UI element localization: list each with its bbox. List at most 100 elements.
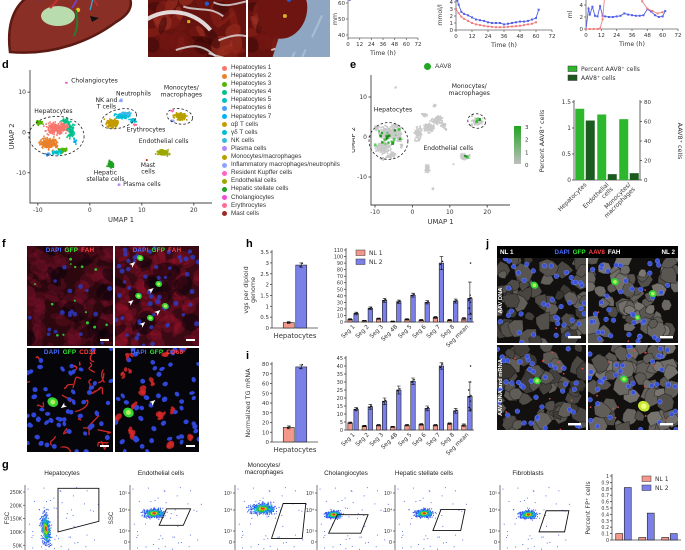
stain-label: DAPI [45,247,62,254]
legend-item: Hepatocytes 7 [222,113,348,121]
legend-dot [222,162,227,168]
legend-dot [222,138,227,144]
aav8-bar-chart [534,62,685,228]
surgical-photo-left [148,0,246,57]
stain-label: CD31 [79,349,97,356]
flow-plot-fibroblasts [482,483,574,550]
flow-title-monocytes: Monocytes/ macrophages [244,462,284,476]
stain-label: DAPI [43,349,60,356]
stain-label: GFP [151,247,166,254]
legend-item: γδ T cells [222,129,348,137]
legend-item: Cholangiocytes [222,194,348,202]
legend-label: Endothelial cells [231,177,277,185]
legend-item: Hepatocytes 5 [222,96,348,104]
stain-label: FAH [81,247,95,254]
surgical-photo-right [248,0,330,57]
legend-dot [222,81,227,87]
legend-dot [222,122,227,128]
stain-label: AAV8 [588,248,605,256]
legend-label: Hepatocytes 2 [231,72,272,80]
line-chart-mmol [432,0,558,58]
stain-label: DAPI [130,349,147,356]
legend-item: Inflammatory macrophages/neutrophils [222,161,348,169]
stain-label: CD68 [166,349,184,356]
panel-label-f: f [2,238,6,250]
legend-item: Hepatocytes 4 [222,88,348,96]
flow-plot-hepatocytes [8,483,106,550]
flow-title-cholangiocytes: Cholangiocytes [324,470,368,477]
aav8-legend: AAV8 [424,63,451,70]
micro-tile-aav-dna-mrna-nl1 [497,345,586,430]
flow-plot-monocytes [217,483,311,550]
flow-title-fibroblasts: Fibroblasts [512,470,544,477]
micro-tile-aav-dna-nl2 [588,258,678,343]
stain-header-fah-2: DAPI GFP FAH [115,247,199,254]
vgs-bar-chart [240,240,322,346]
stain-label: GFP [62,349,77,356]
tg-mrna-bar-chart [240,350,322,460]
legend-item: Hepatocytes 2 [222,72,348,80]
legend-label: Hepatocytes 3 [231,80,272,88]
stain-label: FAH [168,247,182,254]
legend-item: Monocytes/macrophages [222,153,348,161]
nl2-label: NL 2 [661,248,675,256]
panel-label-g: g [2,459,9,471]
row-label-aav-dna: AAV DNA [498,287,504,314]
stain-label: GFP [572,248,586,256]
micro-tile-aav-dna-mrna-nl2 [588,345,678,430]
flow-plot-endothelial [112,483,206,550]
legend-item: Hepatocytes 6 [222,104,348,112]
micro-tile-aav-dna-nl1 [497,258,586,343]
legend-label: Erythrocytes [231,201,266,209]
vgs-segments-bar-chart [322,238,480,358]
micro-tile-cd68 [115,348,199,452]
legend-label: NK cells [231,136,255,144]
legend-item: αβ T cells [222,121,348,129]
panel-label-e: e [350,59,357,71]
flow-title-hepatocytes: Hepatocytes [44,470,80,477]
legend-dot [222,195,227,200]
legend-dot [222,146,227,152]
legend-dot [222,65,227,71]
flow-title-endothelial: Endothelial cells [137,470,185,477]
micro-tile-fah-high-mag [115,246,199,346]
legend-dot [222,203,227,209]
stain-label: GFP [149,349,164,356]
liver-illustration [7,0,132,54]
legend-dot [222,211,227,217]
legend-dot [222,186,227,192]
aav8-legend-dot [424,63,431,70]
legend-label: Hepatocytes 1 [231,64,272,71]
legend-dot [222,114,227,120]
legend-label: Hepatocytes 5 [231,96,272,104]
legend-dot [222,73,227,79]
legend-label: Resident Kupffer cells [231,169,293,177]
legend-dot [222,97,227,103]
legend-item: Hepatic stellate cells [222,185,348,193]
legend-label: Mast cells [231,209,259,217]
panel-label-d: d [2,59,9,71]
stain-header-cd31: DAPI GFP CD31 [27,349,113,356]
legend-item: Hepatocytes 3 [222,80,348,88]
legend-dot [222,178,227,184]
legend-item: Erythrocytes [222,202,348,210]
umap-plot-aav8 [352,70,530,230]
legend-label: Cholangiocytes [231,193,275,201]
flow-title-stellate: Hepatic stellate cells [394,470,454,477]
legend-item: Plasma cells [222,145,348,153]
legend-dot [222,130,227,136]
panel-label-j: j [486,238,490,250]
flow-plot-stellate [377,483,471,550]
legend-label: Hepatocytes 6 [231,104,272,112]
legend-label: Plasma cells [231,144,267,152]
stain-label: DAPI [554,248,570,256]
legend-label: γδ T cells [231,128,258,136]
stain-label: GFP [64,247,79,254]
legend-item: Endothelial cells [222,177,348,185]
legend-label: Inflammatory macrophages/neutrophils [231,161,340,169]
legend-item: Resident Kupffer cells [222,169,348,177]
legend-label: Monocytes/macrophages [231,153,302,161]
legend-dot [222,89,227,95]
